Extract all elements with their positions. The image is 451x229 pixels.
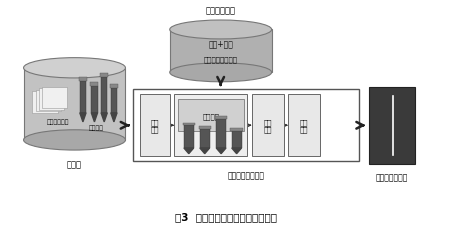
Bar (36, 90, 61, 112)
Text: 加工顺序: 加工顺序 (202, 112, 219, 119)
Text: 干涉
检查: 干涉 检查 (299, 119, 308, 133)
Polygon shape (91, 113, 97, 122)
Bar (79, 78, 87, 82)
Bar (231, 131, 241, 148)
Polygon shape (101, 113, 107, 122)
Text: 图3  自动设计加工方案的实现过程: 图3 自动设计加工方案的实现过程 (175, 212, 276, 222)
Bar (287, 95, 319, 157)
Text: 刀具信息: 刀具信息 (88, 125, 103, 130)
Text: 自动设计加工方案: 自动设计加工方案 (227, 171, 264, 180)
Bar (177, 100, 243, 132)
Ellipse shape (23, 58, 125, 79)
Text: 最佳路径和刀具: 最佳路径和刀具 (375, 173, 407, 182)
Polygon shape (184, 148, 193, 154)
Text: 加工方法知识: 加工方法知识 (46, 119, 69, 125)
Bar (184, 126, 193, 148)
Bar (100, 74, 108, 77)
Bar (198, 127, 211, 129)
Bar (110, 89, 117, 113)
Bar (91, 87, 97, 113)
Bar (23, 68, 125, 140)
Bar (41, 87, 67, 109)
Text: 知识库: 知识库 (67, 159, 82, 168)
Polygon shape (199, 148, 209, 154)
Bar (215, 117, 227, 119)
Bar (101, 77, 107, 113)
Text: 知识
应用: 知识 应用 (150, 119, 159, 133)
Text: 形状+属性: 形状+属性 (208, 39, 233, 48)
Bar (170, 30, 271, 73)
Polygon shape (110, 113, 117, 122)
Polygon shape (80, 113, 86, 122)
Polygon shape (231, 148, 241, 154)
Bar (80, 82, 86, 113)
Polygon shape (216, 148, 226, 154)
Bar (216, 119, 226, 148)
Text: 产品设计数据: 产品设计数据 (205, 6, 235, 15)
Ellipse shape (170, 64, 271, 82)
Bar (251, 95, 283, 157)
Bar (90, 82, 98, 86)
Bar (38, 89, 64, 110)
Text: 尺寸，表面粗糙度: 尺寸，表面粗糙度 (203, 56, 237, 63)
Bar (32, 92, 58, 113)
Bar (174, 95, 247, 157)
Bar (182, 123, 194, 126)
Ellipse shape (170, 21, 271, 40)
Text: 路径
计算: 路径 计算 (263, 119, 272, 133)
Ellipse shape (23, 130, 125, 150)
Bar (230, 129, 242, 131)
Bar (110, 85, 118, 89)
Bar (133, 90, 358, 162)
Bar (199, 129, 209, 148)
Bar (368, 87, 414, 164)
Bar (139, 95, 170, 157)
